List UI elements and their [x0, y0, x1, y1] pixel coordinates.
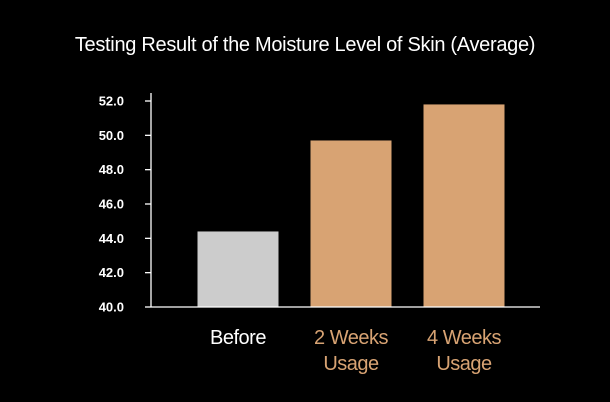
x-category-label: Before [210, 327, 266, 349]
y-axis: 40.0 42.0 44.0 46.0 48.0 50.0 52.0 [99, 93, 152, 315]
y-tick-label: 42.0 [99, 265, 124, 280]
y-tick-label: 48.0 [99, 162, 124, 177]
x-category-label: 4 Weeks [427, 327, 501, 349]
bar [310, 140, 392, 307]
x-category-label: Usage [436, 353, 492, 375]
x-category-label: 2 Weeks [314, 327, 388, 349]
y-tick-label: 52.0 [99, 94, 124, 109]
bar [197, 231, 279, 307]
x-category-label: Usage [323, 353, 379, 375]
y-tick-label: 50.0 [99, 128, 124, 143]
y-tick-label: 40.0 [99, 300, 124, 315]
category-labels: Before 2 Weeks Usage 4 Weeks Usage [210, 327, 502, 375]
bars [197, 104, 505, 307]
y-tick-label: 46.0 [99, 197, 124, 212]
bar [423, 104, 505, 307]
chart-title: Testing Result of the Moisture Level of … [74, 34, 536, 56]
y-tick-label: 44.0 [99, 231, 124, 246]
